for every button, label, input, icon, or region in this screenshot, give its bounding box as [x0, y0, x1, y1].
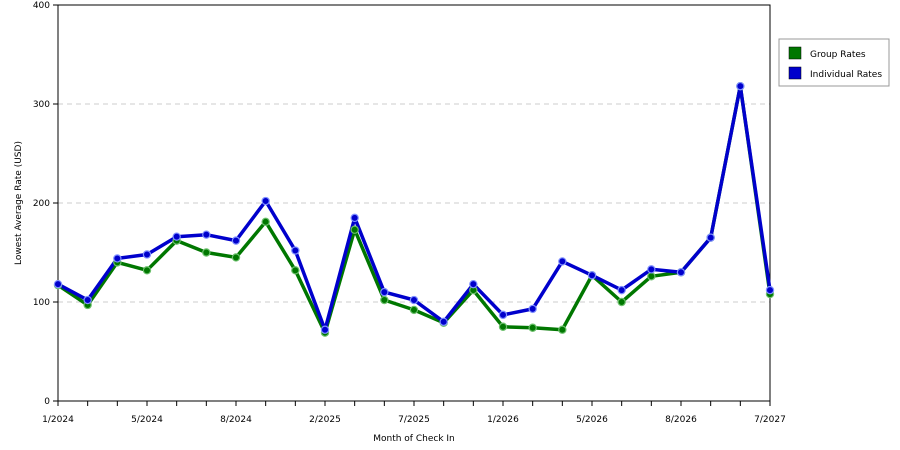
- data-point-group: [231, 253, 241, 262]
- data-point-individual: [409, 295, 419, 305]
- data-point-individual: [320, 325, 330, 334]
- data-point-individual: [528, 304, 537, 314]
- series-line-individual: [57, 84, 772, 332]
- legend-label-individual: Individual Rates: [810, 70, 882, 80]
- y-tick-label: 300: [33, 100, 50, 110]
- data-point-group: [647, 272, 656, 281]
- data-point-individual: [736, 81, 745, 91]
- data-point-individual: [587, 271, 597, 280]
- y-axis: 0 100 200 300 400: [33, 1, 58, 407]
- data-point-individual: [83, 295, 92, 305]
- data-point-group: [558, 325, 567, 334]
- data-point-individual: [380, 287, 389, 297]
- data-point-individual: [439, 317, 448, 326]
- legend-label-group: Group Rates: [810, 50, 866, 60]
- data-point-group: [617, 297, 626, 307]
- data-point-group: [409, 305, 419, 315]
- legend: Group Rates Individual Rates: [778, 38, 890, 87]
- x-tick-label: 7/2027: [754, 415, 786, 425]
- data-point-individual: [291, 246, 300, 255]
- data-point-individual: [706, 233, 715, 242]
- x-tick-label: 5/2026: [576, 415, 608, 425]
- data-point-individual: [617, 285, 626, 295]
- legend-swatch-group: [788, 46, 802, 60]
- x-tick-label: 1/2026: [487, 415, 519, 425]
- data-point-individual: [558, 257, 567, 266]
- data-point-individual: [350, 213, 359, 223]
- data-point-individual: [113, 254, 122, 263]
- data-point-individual: [142, 250, 152, 259]
- x-tick-label: 8/2026: [665, 415, 697, 425]
- y-tick-label: 100: [33, 298, 50, 308]
- x-tick-label: 8/2024: [220, 415, 252, 425]
- x-tick-label: 1/2024: [42, 415, 74, 425]
- data-point-individual: [469, 279, 478, 289]
- x-tick-label: 5/2024: [131, 415, 163, 425]
- data-point-group: [498, 322, 508, 331]
- x-axis-title: Month of Check In: [373, 434, 455, 444]
- y-tick-label: 0: [44, 397, 50, 407]
- data-point-individual: [765, 285, 775, 295]
- legend-swatch-individual: [788, 66, 802, 80]
- data-point-group: [142, 266, 152, 275]
- x-axis: 1/2024 5/2024 8/2024 2/2025 7/2025 1/2026 5/20…: [42, 401, 786, 425]
- series-layer: [53, 81, 775, 337]
- gridlines: [58, 103, 770, 303]
- x-tick-label: 2/2025: [309, 415, 341, 425]
- data-point-individual: [676, 268, 686, 277]
- data-point-group: [202, 248, 211, 257]
- y-tick-label: 200: [33, 199, 50, 209]
- data-point-individual: [202, 230, 211, 239]
- data-point-group: [261, 217, 270, 227]
- data-point-group: [380, 295, 389, 305]
- data-point-group: [350, 225, 359, 234]
- data-point-individual: [172, 232, 181, 241]
- data-point-group: [528, 323, 537, 332]
- data-point-individual: [231, 236, 241, 245]
- series-line-group: [57, 84, 772, 335]
- data-point-individual: [53, 279, 63, 289]
- data-point-individual: [261, 196, 270, 206]
- y-axis-title: Lowest Average Rate (USD): [14, 141, 24, 265]
- x-tick-label: 7/2025: [398, 415, 430, 425]
- data-point-individual: [647, 265, 656, 274]
- data-point-individual: [498, 310, 508, 320]
- y-tick-label: 400: [33, 1, 50, 11]
- data-point-group: [291, 266, 300, 275]
